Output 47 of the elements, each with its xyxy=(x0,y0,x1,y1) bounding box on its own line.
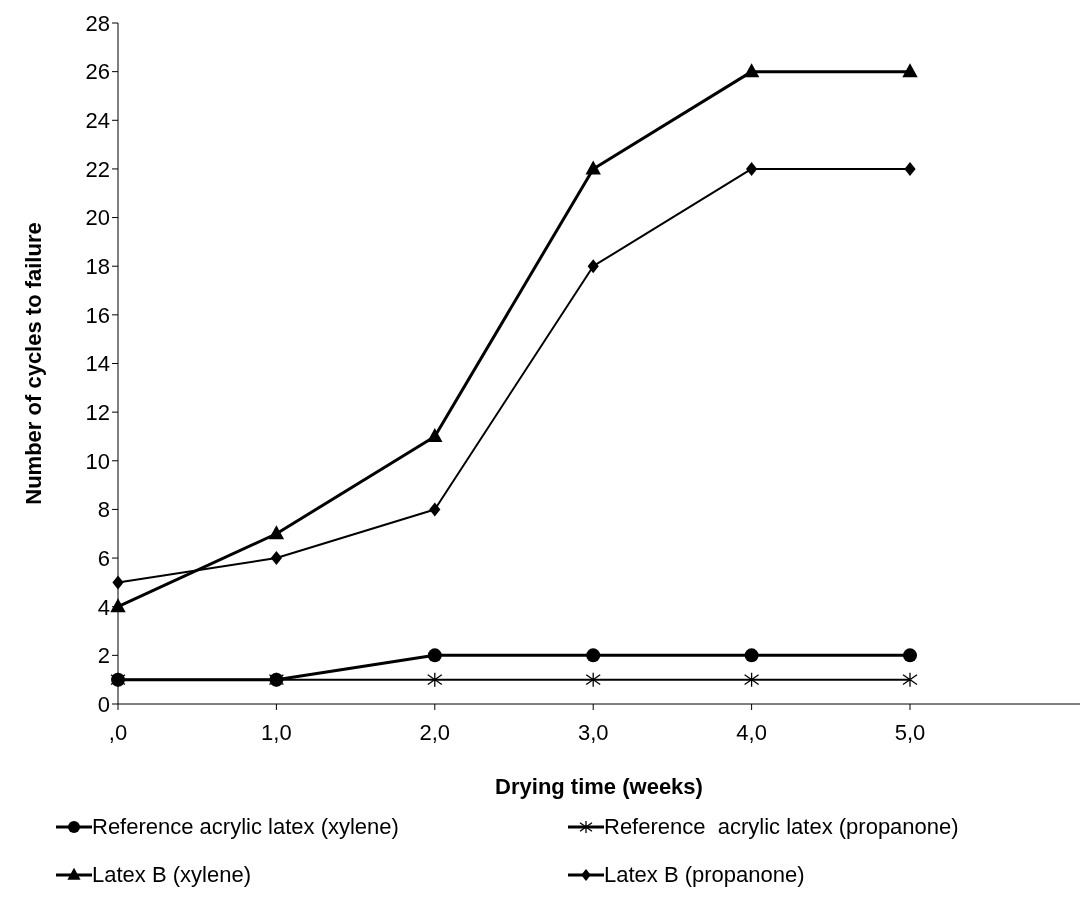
point xyxy=(110,598,126,613)
point xyxy=(427,648,442,663)
y-tick-label: 12 xyxy=(85,399,110,425)
y-tick-label: 14 xyxy=(85,351,110,377)
point xyxy=(268,525,285,540)
point xyxy=(743,63,760,78)
y-tick-label: 16 xyxy=(85,302,110,328)
y-tick-label: 6 xyxy=(97,545,110,571)
x-tick-label: ,0 xyxy=(108,719,128,745)
y-tick-label: 26 xyxy=(85,59,110,85)
point xyxy=(904,161,916,176)
point xyxy=(744,648,759,663)
point xyxy=(902,63,918,78)
y-tick-label: 20 xyxy=(85,205,110,231)
point xyxy=(427,672,443,688)
point xyxy=(743,672,760,688)
point xyxy=(746,161,758,176)
y-tick-label: 0 xyxy=(97,691,110,717)
point xyxy=(585,672,601,688)
legend-label: Reference acrylic latex (xylene) xyxy=(92,814,399,840)
point xyxy=(270,551,282,566)
y-tick-label: 28 xyxy=(85,10,110,36)
legend-label: Latex B (xylene) xyxy=(92,862,251,888)
legend-label: Reference acrylic latex (propanone) xyxy=(604,814,959,840)
x-axis-title: Drying time (weeks) xyxy=(495,774,703,799)
x-tick-label: 4,0 xyxy=(736,719,767,745)
y-tick-label: 24 xyxy=(85,108,110,134)
y-tick-label: 22 xyxy=(85,156,110,182)
x-tick-label: 1,0 xyxy=(261,719,292,745)
point xyxy=(586,648,601,663)
y-tick-label: 2 xyxy=(97,643,110,669)
point xyxy=(587,259,599,274)
x-tick-label: 5,0 xyxy=(894,719,926,745)
point xyxy=(902,672,918,688)
point xyxy=(429,502,441,517)
y-tick-label: 18 xyxy=(85,254,110,280)
x-tick-label: 3,0 xyxy=(577,719,609,745)
point xyxy=(585,160,601,175)
y-tick-label: 8 xyxy=(97,497,110,523)
y-tick-label: 4 xyxy=(97,594,110,620)
point xyxy=(903,648,917,663)
y-axis-title: Number of cycles to failure xyxy=(20,222,46,505)
point xyxy=(427,428,443,443)
x-tick-label: 2,0 xyxy=(419,719,451,745)
y-tick-label: 10 xyxy=(85,448,110,474)
legend-label: Latex B (propanone) xyxy=(604,862,805,888)
point xyxy=(112,575,124,590)
